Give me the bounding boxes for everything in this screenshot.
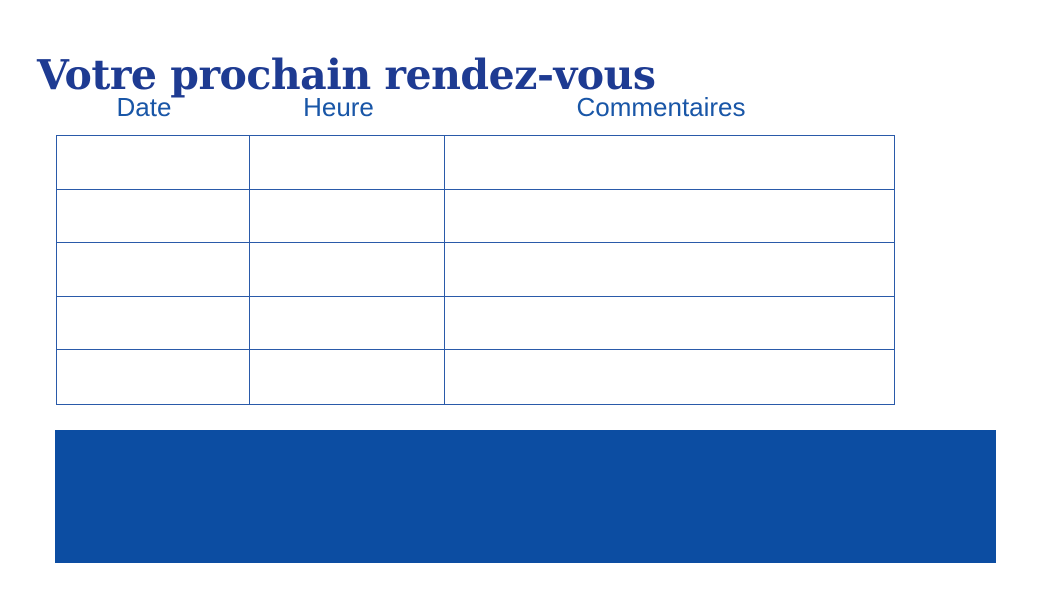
table-cell	[57, 189, 250, 244]
table-cell	[57, 296, 250, 351]
table-cell	[250, 243, 445, 297]
table-cell	[250, 296, 445, 351]
footer-color-block	[55, 430, 996, 563]
table-cell	[445, 136, 894, 190]
table-cell	[250, 350, 445, 404]
appointments-table	[56, 135, 895, 405]
column-header-commentaires: Commentaires	[576, 92, 746, 122]
table-cell	[445, 297, 894, 351]
table-cell	[445, 350, 894, 404]
column-header-date: Date	[116, 92, 172, 122]
table-cell	[445, 190, 894, 244]
table-header-row: Date Heure Commentaires	[47, 93, 886, 122]
table-cell	[57, 243, 250, 297]
table-cell	[445, 243, 894, 297]
table-cell	[57, 136, 250, 190]
table-cell	[57, 350, 250, 404]
table-cell	[250, 136, 445, 190]
page-title: Votre prochain rendez-vous	[37, 51, 656, 100]
table-cell	[250, 189, 445, 244]
column-header-heure: Heure	[303, 92, 374, 122]
